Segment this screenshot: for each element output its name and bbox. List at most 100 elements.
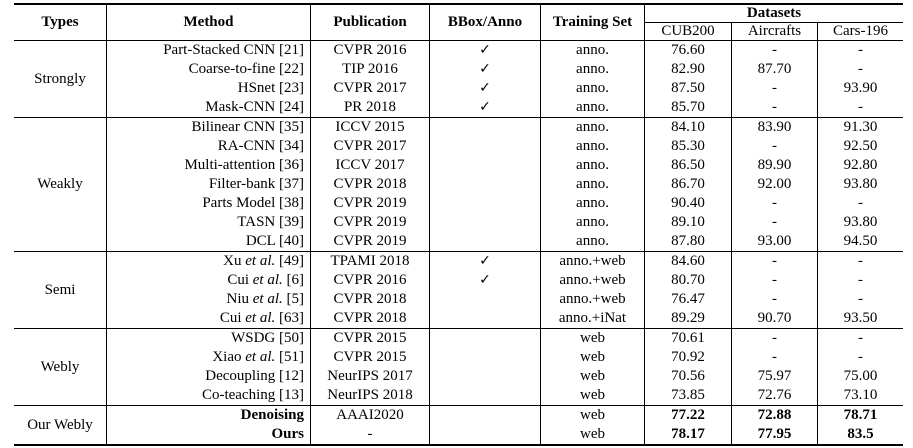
cub-accuracy-cell: 87.80: [644, 232, 732, 252]
training-set-cell: web: [540, 405, 645, 425]
header-training-set: Training Set: [540, 3, 645, 41]
group-type-label: Strongly: [14, 40, 107, 118]
cars-accuracy-cell: -: [858, 61, 863, 77]
method-cell: Mask-CNN [24]: [106, 98, 311, 118]
aircrafts-accuracy-cell: -: [731, 348, 818, 367]
table-row: Ours - web 78.17 77.95 83.5: [14, 425, 903, 446]
cub-accuracy-cell: 78.17: [644, 425, 732, 446]
header-cars: Cars-196: [817, 22, 903, 41]
training-set-cell: anno.: [540, 137, 645, 156]
training-set-cell: web: [540, 328, 645, 348]
publication-cell: NeurIPS 2017: [310, 367, 430, 386]
publication-cell: CVPR 2018: [310, 309, 430, 329]
table-row: Co-teaching [13] NeurIPS 2018 web 73.85 72.7…: [14, 386, 903, 406]
results-table-container: Types Method Publication BBox/Anno Train…: [14, 3, 903, 446]
method-cell: Bilinear CNN [35]: [106, 117, 311, 137]
bbox-cell: [429, 348, 541, 367]
header-cub: CUB200: [644, 22, 732, 41]
method-cell: Parts Model [38]: [106, 194, 311, 213]
table-row: Decoupling [12] NeurIPS 2017 web 70.56 75.97…: [14, 367, 903, 386]
cars-accuracy-cell: -: [858, 291, 863, 307]
table-row: Xiao et al. [51] CVPR 2015 web 70.92- -: [14, 348, 903, 367]
table-row: Cui et al. [63] CVPR 2018 anno.+iNat 89.29 9…: [14, 309, 903, 329]
publication-cell: TIP 2016: [310, 60, 430, 79]
bbox-cell: [429, 117, 541, 137]
training-set-cell: web: [540, 367, 645, 386]
cars-accuracy-cell: 73.10: [843, 387, 878, 403]
bbox-cell: ✓: [429, 251, 541, 271]
header-publication: Publication: [310, 3, 430, 41]
aircrafts-accuracy-cell: -: [731, 98, 818, 118]
cub-accuracy-cell: 80.70: [644, 271, 732, 290]
publication-cell: CVPR 2018: [310, 175, 430, 194]
method-etal: et al.: [252, 272, 283, 288]
table-row: Weakly Bilinear CNN [35] ICCV 2015 anno. 84.…: [14, 117, 903, 252]
publication-cell: -: [310, 425, 430, 446]
method-etal: et al.: [245, 253, 276, 269]
cars-accuracy-cell: -: [858, 42, 863, 58]
publication-cell: CVPR 2016: [310, 40, 430, 60]
training-set-cell: anno.: [540, 213, 645, 232]
method-etal: et al.: [252, 291, 283, 307]
method-ref: [6]: [286, 272, 305, 288]
training-set-cell: anno.+web: [540, 251, 645, 271]
aircrafts-accuracy-cell: 77.95: [731, 425, 818, 446]
cars-accuracy-cell: -: [817, 328, 903, 348]
aircrafts-accuracy-cell: -: [731, 40, 818, 60]
method-cell: Xiao et al. [51]: [106, 348, 311, 367]
cars-accuracy-cell: 92.80: [843, 157, 878, 173]
publication-cell: AAAI2020: [310, 405, 430, 425]
aircrafts-accuracy-cell: -: [731, 271, 818, 290]
table-row: Our Webly Denoising AAAI2020 web 77.22 72.88 7…: [14, 405, 903, 446]
aircrafts-accuracy-cell: 75.97: [731, 367, 818, 386]
method-author: Xiao: [212, 349, 242, 365]
method-cell: Multi-attention [36]: [106, 156, 311, 175]
cub-accuracy-cell: 86.50: [644, 156, 732, 175]
bbox-cell: [429, 367, 541, 386]
table-row: HSnet [23] CVPR 2017 ✓ anno. 87.50- 93.90: [14, 79, 903, 98]
publication-cell: CVPR 2016: [310, 271, 430, 290]
aircrafts-accuracy-cell: -: [731, 290, 818, 309]
bbox-cell: [429, 175, 541, 194]
cars-accuracy-cell: -: [858, 272, 863, 288]
training-set-cell: web: [540, 386, 645, 406]
cub-accuracy-cell: 70.92: [644, 348, 732, 367]
method-cell: WSDG [50]: [106, 328, 311, 348]
training-set-cell: anno.: [540, 175, 645, 194]
method-cell: Co-teaching [13]: [106, 386, 311, 406]
bbox-cell: [429, 194, 541, 213]
cars-accuracy-cell: 75.00: [843, 368, 878, 384]
method-ref: [63]: [279, 310, 304, 326]
method-author: Xu: [223, 253, 242, 269]
cars-accuracy-cell: -: [858, 195, 863, 211]
bbox-cell: [429, 232, 541, 252]
publication-cell: CVPR 2018: [310, 290, 430, 309]
group-type-label: Weakly: [14, 117, 107, 252]
training-set-cell: anno.+iNat: [540, 309, 645, 329]
cars-accuracy-cell: 94.50: [843, 233, 878, 249]
publication-cell: CVPR 2019: [310, 232, 430, 252]
publication-cell: NeurIPS 2018: [310, 386, 430, 406]
method-author: Niu: [226, 291, 250, 307]
cars-accuracy-cell: 93.90: [843, 80, 878, 96]
table-row: Semi Xu et al. [49] TPAMI 2018 ✓ anno.+web 84…: [14, 251, 903, 329]
training-set-cell: anno.: [540, 194, 645, 213]
aircrafts-accuracy-cell: 83.90: [731, 117, 818, 137]
training-set-cell: web: [540, 348, 645, 367]
training-set-cell: anno.: [540, 40, 645, 60]
table-row: Coarse-to-fine [22] TIP 2016 ✓ anno. 82.90 87…: [14, 60, 903, 79]
method-cell: Coarse-to-fine [22]: [106, 60, 311, 79]
header-bbox: BBox/Anno: [429, 3, 541, 41]
table-row: Filter-bank [37] CVPR 2018 anno. 86.70 92.00…: [14, 175, 903, 194]
method-cell: Decoupling [12]: [106, 367, 311, 386]
aircrafts-accuracy-cell: -: [731, 328, 818, 348]
aircrafts-accuracy-cell: -: [731, 213, 818, 232]
table-row: Mask-CNN [24] PR 2018 ✓ anno. 85.70- -: [14, 98, 903, 118]
table-row: Niu et al. [5] CVPR 2018 anno.+web 76.47- -: [14, 290, 903, 309]
publication-cell: ICCV 2015: [310, 117, 430, 137]
bbox-cell: ✓: [429, 60, 541, 79]
table-row: RA-CNN [34] CVPR 2017 anno. 85.30- 92.50: [14, 137, 903, 156]
table-row: Strongly Part-Stacked CNN [21] CVPR 2016 ✓ a…: [14, 40, 903, 118]
cub-accuracy-cell: 73.85: [644, 386, 732, 406]
bbox-cell: ✓: [429, 79, 541, 98]
